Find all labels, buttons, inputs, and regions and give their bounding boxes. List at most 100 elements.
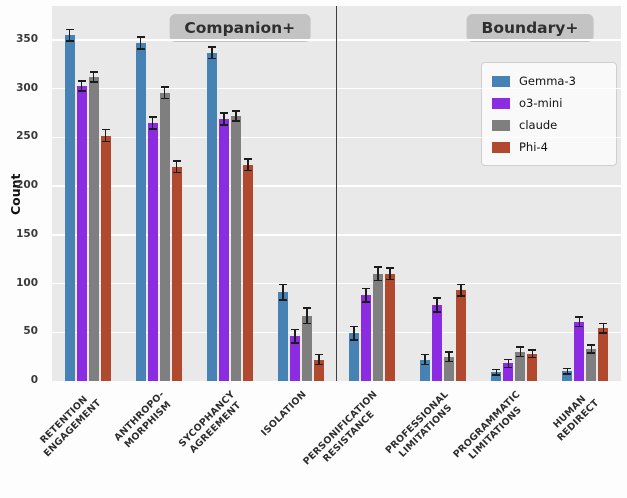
error-cap-top [77,80,86,82]
error-cap-bottom [172,171,181,174]
error-cap-top [516,346,525,348]
error-cap-bottom [433,311,442,313]
bar-claude-cat3 [301,315,312,381]
error-bar [247,158,249,171]
error-cap-bottom [302,322,311,325]
bar-gemma-3-cat3 [277,292,288,381]
bar-o3-mini-cat6 [503,363,514,381]
error-cap-bottom [243,169,252,172]
error-bar [318,354,320,365]
error-bar [68,29,71,42]
error-cap-bottom [89,81,98,83]
y-axis-ticks: 0 50 100 150 200 250 300 350 [0,6,46,386]
error-cap-top [207,46,216,48]
legend-item: Phi-4 [492,136,604,158]
bar-o3-mini-cat2 [218,119,229,381]
legend-item: claude [492,114,604,136]
bar-o3-mini-cat4 [361,295,372,381]
bar-claude-cat6 [515,351,526,381]
bar-o3-mini-cat3 [289,336,300,381]
error-cap-bottom [575,325,584,328]
legend-swatch-claude [492,119,510,131]
error-cap-top [433,297,442,299]
error-bar [602,323,605,334]
error-cap-bottom [231,120,240,122]
legend-label: claude [519,118,558,132]
bar-gemma-3-cat6 [491,372,502,381]
legend-label: o3-mini [519,96,563,110]
error-bar [460,284,462,297]
error-cap-bottom [219,124,228,126]
bar-phi-4-cat1 [171,166,182,381]
error-cap-bottom [516,355,525,358]
error-cap-bottom [504,366,513,369]
error-bar [211,46,213,59]
legend-swatch-phi-4 [492,141,510,153]
error-cap-bottom [445,360,454,363]
error-bar [507,359,510,368]
error-cap-bottom [77,89,86,92]
bar-o3-mini-cat0 [76,85,87,381]
error-cap-top [314,353,323,356]
error-bar [104,129,107,142]
legend: Gemma-3 o3-mini claude Phi-4 [481,62,617,166]
error-cap-top [89,71,98,74]
error-cap-top [528,349,537,351]
error-cap-bottom [587,351,596,354]
error-cap-bottom [207,57,216,60]
error-bar [139,37,142,49]
error-bar [151,117,154,129]
error-cap-top [278,283,287,286]
section-header-boundary: Boundary+ [466,14,594,42]
x-tick-label: RETENTION ENGAGEMENT [38,393,104,460]
error-cap-top [302,307,311,309]
x-tick-label: HUMAN REDIRECT [551,393,602,444]
error-cap-top [457,283,466,286]
bar-gemma-3-cat2 [206,52,217,381]
x-tick-label: ISOLATION [259,389,309,439]
error-cap-bottom [314,363,323,366]
bar-phi-4-cat6 [527,353,538,381]
x-tick-label: PROGRAMMATIC LIMITATIONS [450,389,524,462]
bar-o3-mini-cat7 [574,321,585,381]
error-cap-top [445,350,454,353]
error-cap-top [504,358,513,361]
bar-gemma-3-cat0 [64,35,75,381]
error-bar [282,284,284,301]
error-cap-top [350,325,359,328]
error-cap-bottom [350,339,359,341]
error-cap-bottom [101,140,110,143]
x-tick-label: PROFESSIONAL LIMITATIONS [383,389,455,460]
y-tick-label: 300 [16,81,38,94]
legend-swatch-gemma-3 [492,75,510,87]
error-cap-top [575,315,584,318]
error-cap-top [172,160,181,162]
error-bar [448,351,450,362]
error-cap-top [492,368,501,371]
error-bar [80,81,83,91]
y-tick-label: 100 [16,276,38,289]
error-cap-bottom [65,40,74,42]
error-bar [389,268,391,280]
bar-gemma-3-cat1 [135,43,146,381]
bar-claude-cat1 [159,92,170,381]
bar-claude-cat7 [586,348,597,381]
error-cap-bottom [362,301,371,303]
error-cap-bottom [528,356,537,359]
bar-gemma-3-cat4 [349,333,360,381]
section-divider [335,6,338,381]
error-cap-top [599,322,608,325]
bar-o3-mini-cat1 [147,122,158,381]
bar-claude-cat4 [373,273,384,381]
error-cap-top [148,116,157,118]
error-cap-top [243,158,252,160]
error-cap-bottom [492,374,501,376]
error-cap-bottom [160,97,169,100]
bar-phi-4-cat5 [456,290,467,381]
y-tick-label: 200 [16,179,38,192]
error-cap-top [101,128,110,131]
error-cap-top [421,353,430,356]
legend-swatch-o3-mini [492,97,510,109]
bar-o3-mini-cat5 [432,305,443,381]
